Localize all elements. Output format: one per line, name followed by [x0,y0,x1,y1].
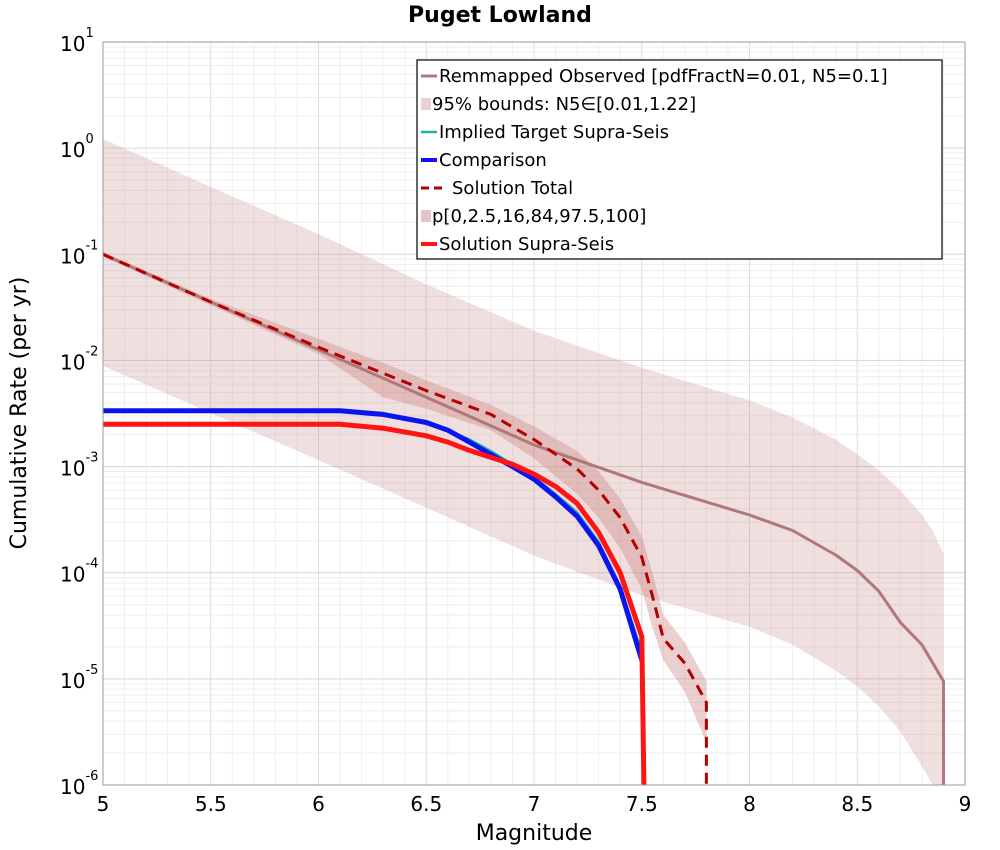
y-tick-label: 100 [60,132,94,162]
y-tick-label: 10-6 [60,769,98,799]
legend-swatch [421,210,431,222]
legend-label: Implied Target Supra-Seis [439,122,669,143]
legend-swatch [421,98,431,110]
plot-frame [102,41,966,786]
x-tick-label: 5 [97,792,110,816]
x-tick-label: 8 [743,792,756,816]
legend: Remmapped Observed [pdfFractN=0.01, N5=0… [416,59,943,260]
x-tick-label: 6 [312,792,325,816]
y-tick-label: 10-4 [60,557,98,587]
y-tick-label: 10-3 [60,451,98,481]
y-tick-label: 10-2 [60,344,98,374]
x-tick-label: 8.5 [841,792,873,816]
legend-label: Solution Total [452,178,573,199]
chart-title: Puget Lowland [408,3,592,28]
x-tick-label: 5.5 [195,792,227,816]
y-tick-label: 10-1 [60,238,98,268]
legend-label: Solution Supra-Seis [439,234,614,255]
series-comparison [103,408,645,661]
series-solution-total [102,252,708,785]
x-tick-label: 7.5 [626,792,658,816]
y-tick-labels: 10-6 10-5 10-4 10-3 10-2 10-1 100 101 [60,26,98,799]
legend-box [416,59,943,260]
x-tick-label: 7 [528,792,541,816]
x-tick-labels: 5 5.5 6 6.5 7 7.5 8 8.5 9 [97,792,972,816]
x-tick-label: 9 [959,792,972,816]
y-tick-label: 10-5 [60,663,98,693]
series-remmapped-observed-pdffractn-0-01-n5-0-1- [102,252,945,785]
x-axis-label: Magnitude [476,821,593,846]
y-tick-label: 101 [60,26,94,56]
legend-label: 95% bounds: N5∈[0.01,1.22] [432,94,696,115]
legend-label: Comparison [439,150,547,171]
band-95-bounds-n5-0-01-1-22- [103,139,944,785]
confidence-bands [103,139,944,785]
x-tick-label: 6.5 [410,792,442,816]
data-series [102,252,945,786]
legend-label: Remmapped Observed [pdfFractN=0.01, N5=0… [439,66,888,87]
band-p-0-2-5-16-84-97-5-100- [103,252,707,743]
series-solution-supra-seis [103,421,647,786]
legend-label: p[0,2.5,16,84,97.5,100] [432,206,646,227]
y-axis-label: Cumulative Rate (per yr) [7,277,32,550]
